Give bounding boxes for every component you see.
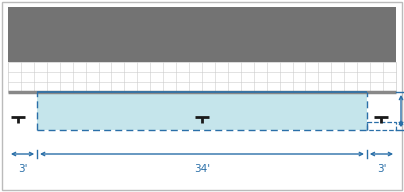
Bar <box>37 92 367 130</box>
Bar <box>8 7 396 62</box>
Text: 34': 34' <box>194 164 210 174</box>
Bar <box>8 62 396 92</box>
Bar <box>367 122 396 130</box>
Text: 3': 3' <box>377 164 386 174</box>
Text: 3': 3' <box>18 164 27 174</box>
